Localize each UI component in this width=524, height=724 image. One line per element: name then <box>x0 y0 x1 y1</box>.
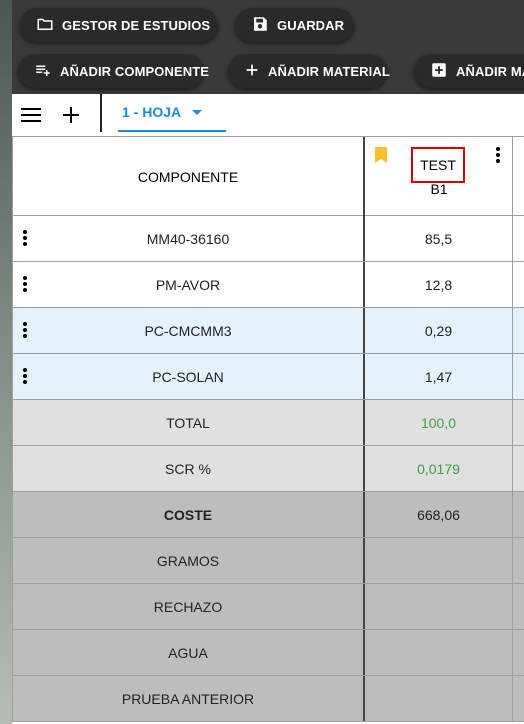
component-name: PC-SOLAN <box>12 354 363 399</box>
add-material-button[interactable]: AÑADIR MATERIAL <box>228 54 390 88</box>
summary-row-coste: COSTE 668,06 <box>12 492 524 538</box>
add-sheet-icon[interactable] <box>60 104 82 126</box>
component-value[interactable]: 12,8 <box>363 262 513 307</box>
summary-label: TOTAL <box>12 400 363 445</box>
background-panel <box>0 0 12 724</box>
summary-row-rechazo: RECHAZO <box>12 584 524 630</box>
component-column-header: COMPONENTE <box>12 137 363 216</box>
plus-icon <box>244 62 260 81</box>
summary-label: AGUA <box>12 630 363 675</box>
add-more-button[interactable]: AÑADIR MAT <box>414 54 524 88</box>
summary-value[interactable] <box>363 630 513 675</box>
component-name: PC-CMCMM3 <box>12 308 363 353</box>
summary-row-prueba-anterior: PRUEBA ANTERIOR <box>12 676 524 722</box>
component-value[interactable]: 85,5 <box>363 216 513 261</box>
top-toolbar: GESTOR DE ESTUDIOS GUARDAR AÑADIR COMPON… <box>12 0 524 94</box>
column-more-icon[interactable] <box>496 147 500 168</box>
playlist-add-icon <box>34 61 52 82</box>
summary-row-gramos: GRAMOS <box>12 538 524 584</box>
tab-sheet-1[interactable]: 1 - HOJA <box>118 94 226 132</box>
row-more-icon[interactable] <box>23 230 27 251</box>
summary-row-scr: SCR % 0,0179 <box>12 446 524 492</box>
component-name: MM40-36160 <box>12 216 363 261</box>
component-value[interactable]: 1,47 <box>363 354 513 399</box>
component-row: PM-AVOR 12,8 <box>12 262 524 308</box>
grid-header-row: COMPONENTE TEST B1 <box>12 136 524 216</box>
tab-sheet-1-label: 1 - HOJA <box>122 104 182 120</box>
guardar-label: GUARDAR <box>277 17 345 33</box>
summary-label: RECHAZO <box>12 584 363 629</box>
component-row: MM40-36160 85,5 <box>12 216 524 262</box>
summary-value[interactable] <box>363 584 513 629</box>
menu-icon[interactable] <box>20 104 42 126</box>
tab-divider <box>100 94 102 132</box>
test-column-header[interactable]: TEST B1 <box>363 137 513 216</box>
dropdown-arrow-icon[interactable] <box>191 104 203 120</box>
summary-value: 668,06 <box>363 492 513 537</box>
sheet-tab-bar: 1 - HOJA <box>12 94 524 136</box>
component-name: PM-AVOR <box>12 262 363 307</box>
bookmark-icon[interactable] <box>375 147 387 168</box>
add-component-button[interactable]: AÑADIR COMPONENTE <box>18 54 209 88</box>
row-more-icon[interactable] <box>23 368 27 389</box>
summary-row-total: TOTAL 100,0 <box>12 400 524 446</box>
row-more-icon[interactable] <box>23 276 27 297</box>
summary-label: GRAMOS <box>12 538 363 583</box>
add-component-label: AÑADIR COMPONENTE <box>60 63 210 79</box>
guardar-button[interactable]: GUARDAR <box>235 8 354 42</box>
component-row: PC-CMCMM3 0,29 <box>12 308 524 354</box>
folder-icon <box>36 15 54 36</box>
component-row: PC-SOLAN 1,47 <box>12 354 524 400</box>
add-box-icon <box>430 61 448 82</box>
summary-label: PRUEBA ANTERIOR <box>12 676 363 721</box>
gestor-estudios-button[interactable]: GESTOR DE ESTUDIOS <box>20 8 218 42</box>
summary-value: 100,0 <box>363 400 513 445</box>
add-material-label: AÑADIR MATERIAL <box>268 63 390 79</box>
summary-value[interactable] <box>363 538 513 583</box>
summary-value: 0,0179 <box>363 446 513 491</box>
component-value[interactable]: 0,29 <box>363 308 513 353</box>
row-more-icon[interactable] <box>23 322 27 343</box>
summary-label: COSTE <box>12 492 363 537</box>
test-name[interactable]: TEST <box>411 147 465 183</box>
add-more-label: AÑADIR MAT <box>456 63 524 79</box>
save-icon <box>251 15 269 36</box>
study-grid: COMPONENTE TEST B1 MM40-36160 85,5 PM-AV… <box>12 136 524 724</box>
test-code: B1 <box>430 181 448 197</box>
gestor-estudios-label: GESTOR DE ESTUDIOS <box>62 17 211 33</box>
summary-label: SCR % <box>12 446 363 491</box>
summary-row-agua: AGUA <box>12 630 524 676</box>
summary-value[interactable] <box>363 676 513 721</box>
